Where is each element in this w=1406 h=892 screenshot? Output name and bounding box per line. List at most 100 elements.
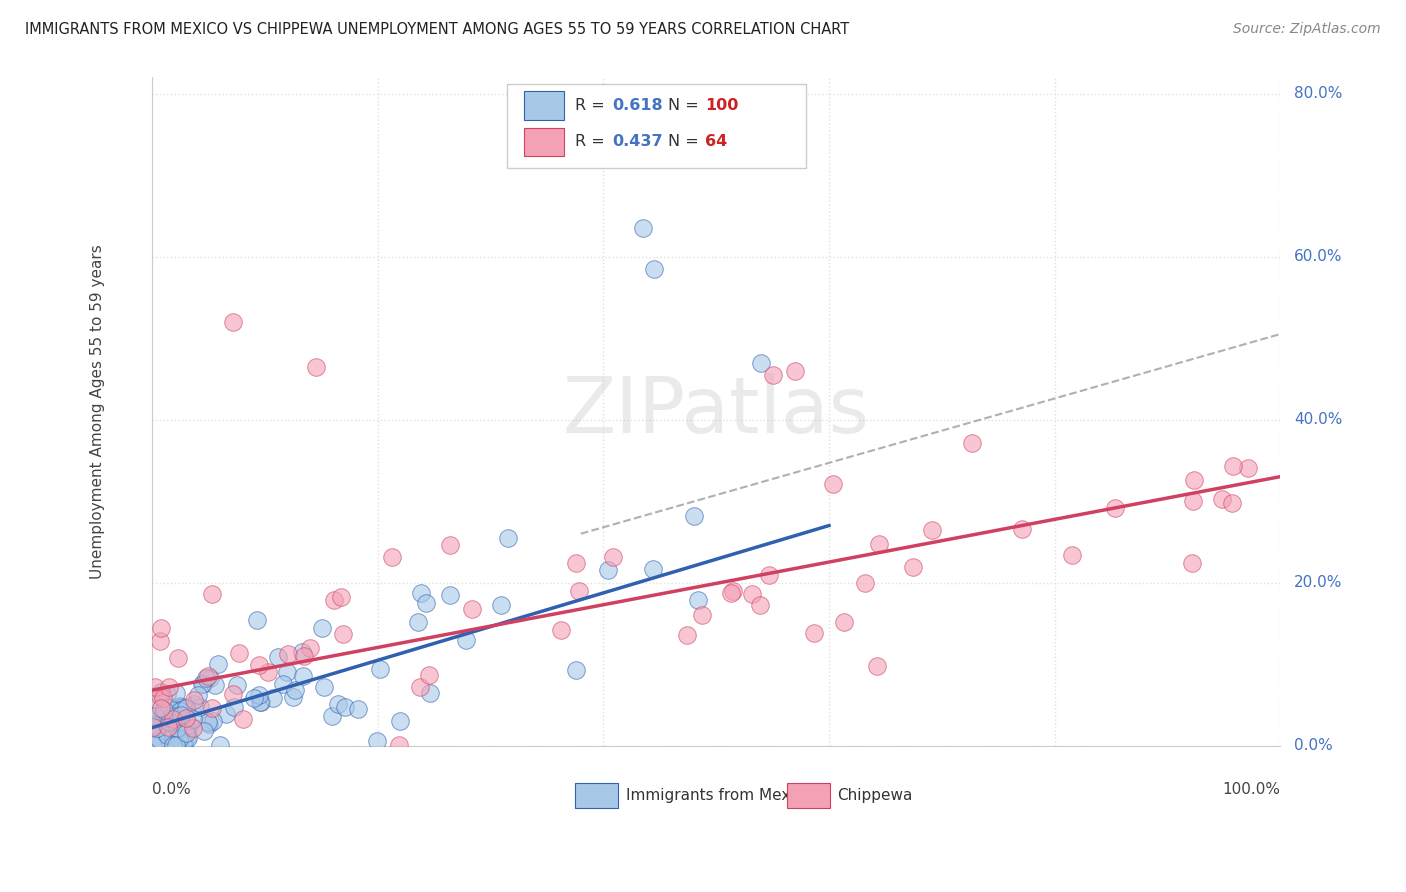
Text: R =: R = [575, 98, 610, 113]
Point [162, 730, 184, 744]
Point [262, 691, 284, 706]
Point [408, 615, 430, 630]
Point [198, 717, 221, 731]
FancyBboxPatch shape [508, 84, 807, 168]
Point [740, 587, 762, 601]
Point [565, 556, 588, 570]
Point [160, 709, 183, 723]
Point [690, 607, 713, 622]
Point [347, 702, 370, 716]
Point [201, 587, 224, 601]
Point [228, 646, 250, 660]
Point [145, 729, 167, 743]
Point [169, 704, 191, 718]
Point [1220, 495, 1243, 509]
Point [176, 731, 198, 745]
Text: 0.437: 0.437 [613, 134, 664, 149]
Point [415, 597, 437, 611]
Bar [575, 783, 619, 808]
Text: 64: 64 [704, 134, 727, 149]
Point [169, 699, 191, 714]
Point [683, 508, 706, 523]
Point [761, 368, 783, 382]
Point [152, 690, 174, 705]
Point [1104, 500, 1126, 515]
Point [439, 537, 461, 551]
Point [226, 678, 249, 692]
Point [326, 697, 349, 711]
Point [1011, 522, 1033, 536]
Point [749, 356, 772, 370]
Point [153, 710, 176, 724]
Point [868, 537, 890, 551]
Point [368, 662, 391, 676]
Point [496, 531, 519, 545]
Point [174, 701, 197, 715]
Point [333, 700, 356, 714]
Point [749, 598, 772, 612]
Point [169, 731, 191, 746]
Point [249, 695, 271, 709]
Point [232, 712, 254, 726]
Point [249, 695, 271, 709]
Point [821, 477, 844, 491]
Point [163, 714, 186, 728]
Point [758, 568, 780, 582]
Point [174, 725, 197, 739]
Point [177, 731, 200, 745]
Point [197, 714, 219, 729]
Point [602, 549, 624, 564]
Point [174, 711, 197, 725]
Point [281, 690, 304, 704]
Point [166, 709, 188, 723]
Point [330, 590, 353, 604]
Point [183, 693, 205, 707]
Point [145, 738, 167, 752]
Point [172, 699, 194, 714]
Point [143, 681, 166, 695]
Point [276, 665, 298, 679]
Point [156, 687, 179, 701]
Point [1182, 473, 1205, 487]
Point [181, 712, 204, 726]
Point [292, 668, 315, 682]
Text: IMMIGRANTS FROM MEXICO VS CHIPPEWA UNEMPLOYMENT AMONG AGES 55 TO 59 YEARS CORREL: IMMIGRANTS FROM MEXICO VS CHIPPEWA UNEMP… [25, 22, 849, 37]
Point [1237, 461, 1260, 475]
Point [247, 657, 270, 672]
Point [169, 700, 191, 714]
Point [172, 737, 194, 751]
Point [321, 709, 343, 723]
Point [165, 738, 187, 752]
Point [305, 359, 328, 374]
Point [803, 626, 825, 640]
Point [155, 724, 177, 739]
Point [156, 720, 179, 734]
Text: 20.0%: 20.0% [1294, 575, 1343, 591]
Point [243, 690, 266, 705]
Text: 100: 100 [704, 98, 738, 113]
Point [439, 588, 461, 602]
Point [166, 651, 188, 665]
Point [314, 681, 336, 695]
Bar [787, 783, 830, 808]
Point [152, 712, 174, 726]
Point [162, 716, 184, 731]
Point [901, 559, 924, 574]
Point [202, 714, 225, 728]
Point [568, 583, 591, 598]
Point [222, 315, 245, 329]
Point [150, 701, 173, 715]
Point [1182, 494, 1205, 508]
Point [388, 714, 411, 729]
Text: 80.0%: 80.0% [1294, 87, 1343, 101]
Point [162, 738, 184, 752]
Point [381, 549, 404, 564]
Point [1181, 556, 1204, 570]
Text: 100.0%: 100.0% [1222, 782, 1281, 797]
Point [366, 734, 388, 748]
Bar [524, 92, 564, 120]
Text: N =: N = [668, 98, 703, 113]
Point [222, 688, 245, 702]
Point [174, 719, 197, 733]
Point [207, 657, 229, 672]
